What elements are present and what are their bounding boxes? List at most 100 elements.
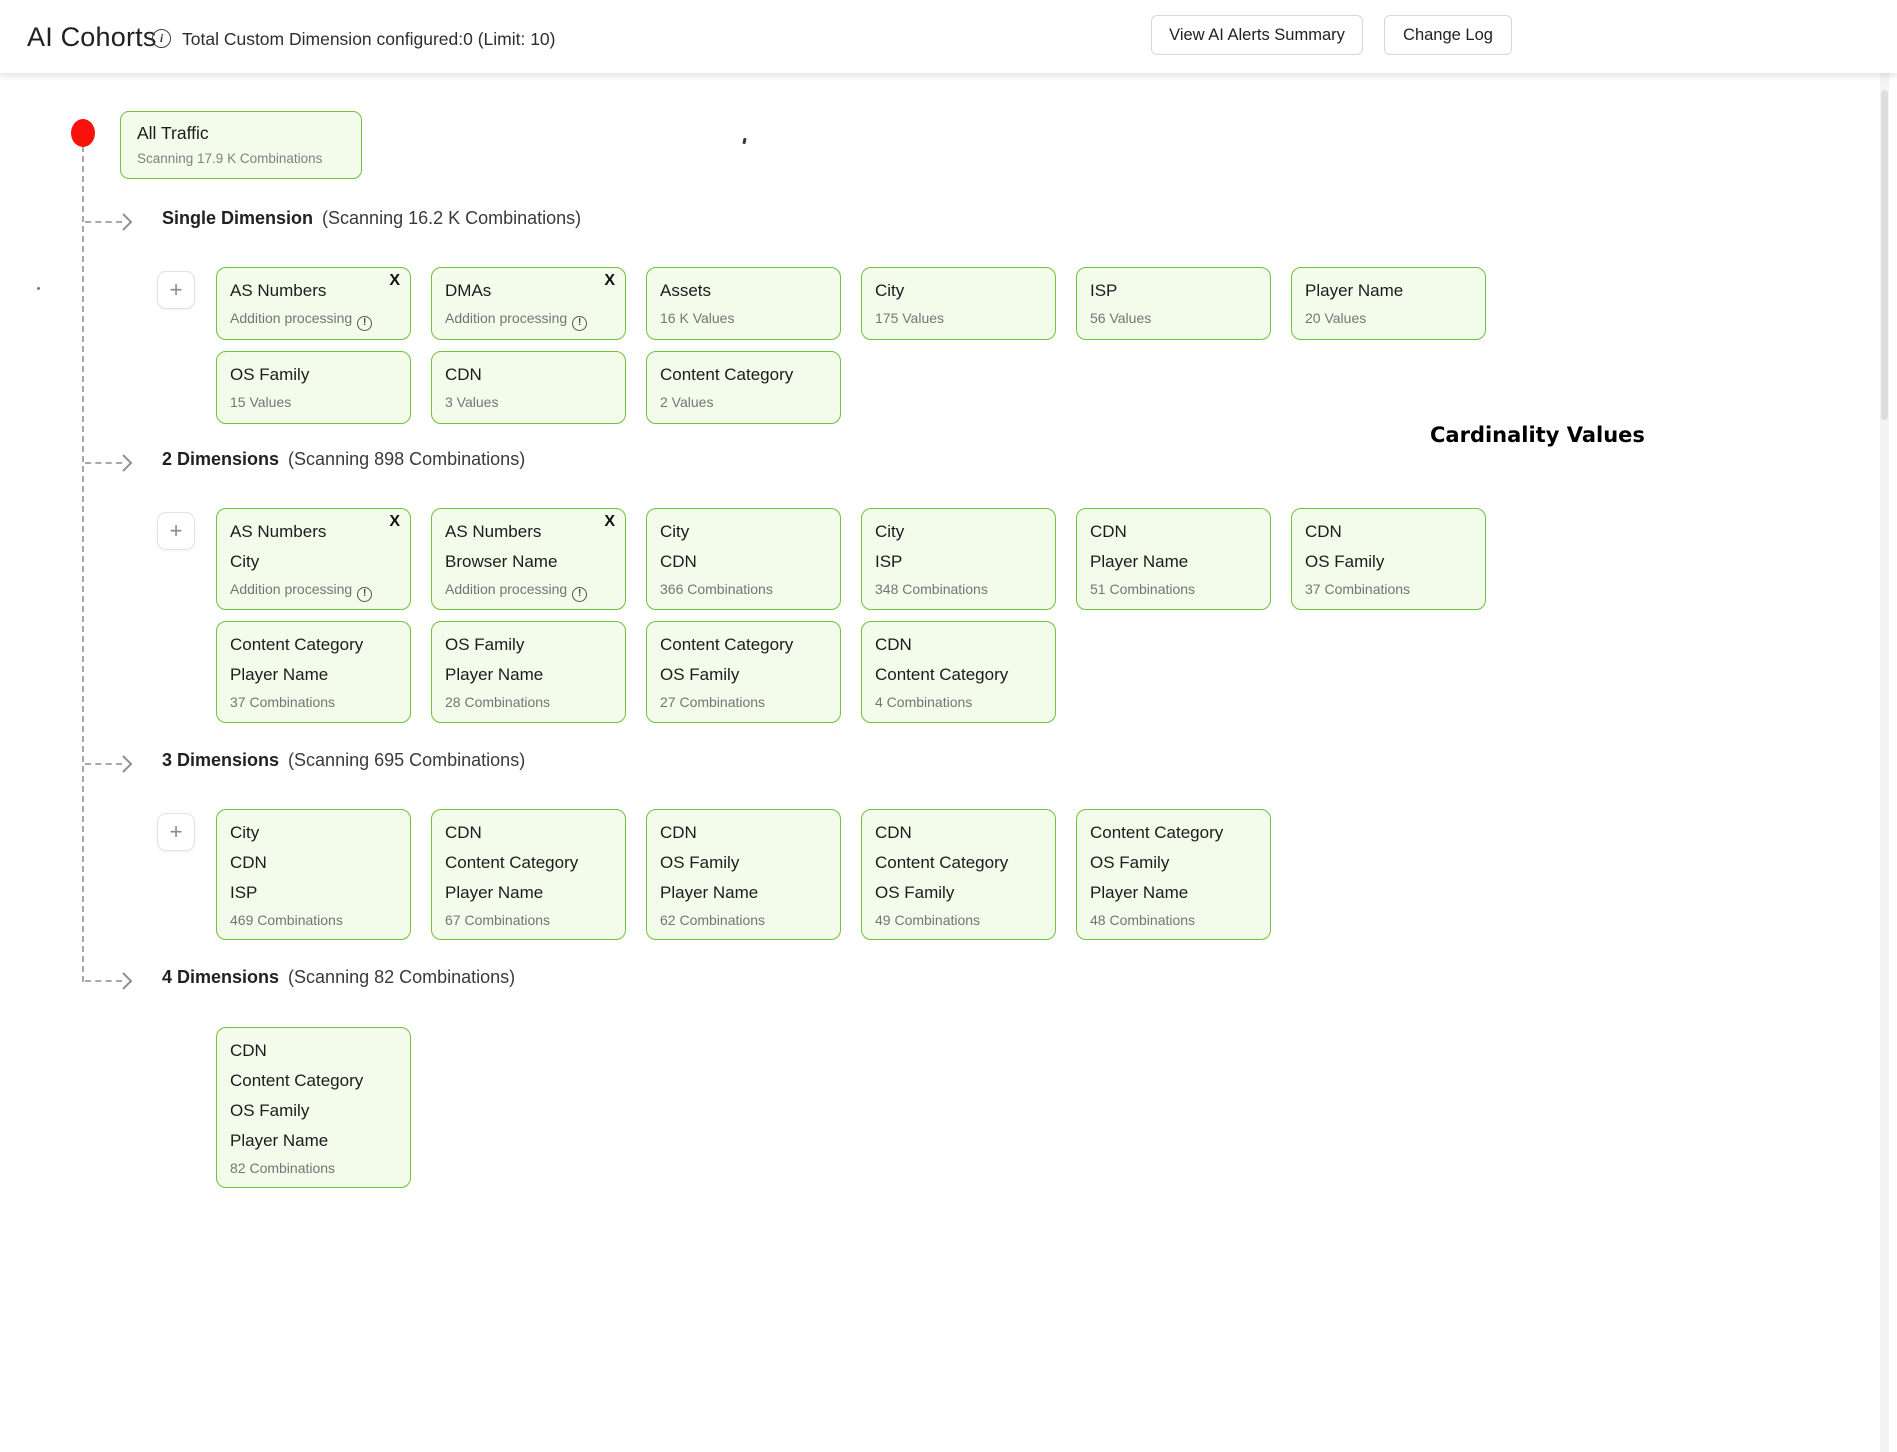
card-count: 2 Values xyxy=(660,394,714,410)
card-dimension: CDN xyxy=(445,823,482,842)
card-dimension: Content Category xyxy=(230,635,364,654)
cohort-card-cdn-content-category[interactable]: CDN Content Category 4 Combinations xyxy=(861,621,1056,723)
scrollbar-track[interactable] xyxy=(1880,73,1889,1452)
cohort-card-os-family[interactable]: OS Family 15 Values xyxy=(216,351,411,424)
card-count: 469 Combinations xyxy=(230,912,343,928)
section-title: 4 Dimensions xyxy=(162,967,280,987)
close-icon[interactable]: X xyxy=(604,513,615,530)
warning-icon[interactable]: ! xyxy=(572,587,588,602)
card-dimension: Player Name xyxy=(660,883,759,902)
close-icon[interactable]: X xyxy=(389,513,400,530)
card-status: Addition processing! xyxy=(230,580,398,602)
card-count: 3 Values xyxy=(445,394,499,410)
change-log-button[interactable]: Change Log xyxy=(1384,15,1512,55)
card-dimension: Player Name xyxy=(230,1131,329,1150)
card-dimension: CDN xyxy=(230,1041,267,1060)
cohort-card-player-name[interactable]: Player Name 20 Values xyxy=(1291,267,1486,340)
cohort-card-content-category-player-name[interactable]: Content Category Player Name 37 Combinatio… xyxy=(216,621,411,723)
cohort-card-os-family-player-name[interactable]: OS Family Player Name 28 Combinations xyxy=(431,621,626,723)
card-count: 67 Combinations xyxy=(445,912,551,928)
cohort-card-as-numbers-city[interactable]: AS Numbers City Addition processing! X xyxy=(216,508,411,610)
stray-mark xyxy=(37,287,40,290)
cohort-card-content-category-os-family[interactable]: Content Category OS Family 27 Combinations xyxy=(646,621,841,723)
cohort-card-city-isp[interactable]: City ISP 348 Combinations xyxy=(861,508,1056,610)
cohort-card-as-numbers[interactable]: AS Numbers Addition processing! X xyxy=(216,267,411,340)
branch-arrow-icon xyxy=(121,971,134,996)
cohort-card-cdn-content-category-os-family[interactable]: CDN Content Category OS Family 49 Combinati… xyxy=(861,809,1056,940)
card-count: 20 Values xyxy=(1305,310,1367,326)
add-dimension-button-single-dimension[interactable]: + xyxy=(157,271,195,309)
card-count: 4 Combinations xyxy=(875,694,973,710)
cohort-card-dmas[interactable]: DMAs Addition processing! X xyxy=(431,267,626,340)
card-dimension: CDN xyxy=(1305,522,1342,541)
card-dimension: Content Category xyxy=(875,853,1009,872)
card-dimension: City xyxy=(230,552,260,571)
cohort-card-as-numbers-browser-name[interactable]: AS Numbers Browser Name Addition processin… xyxy=(431,508,626,610)
view-ai-alerts-summary-button[interactable]: View AI Alerts Summary xyxy=(1151,15,1363,55)
cohort-card-cdn-content-category-player-name[interactable]: CDN Content Category Player Name 67 Combina… xyxy=(431,809,626,940)
close-icon[interactable]: X xyxy=(389,272,400,289)
cohort-card-cdn[interactable]: CDN 3 Values xyxy=(431,351,626,424)
cohort-card-city-cdn[interactable]: City CDN 366 Combinations xyxy=(646,508,841,610)
card-dimension: CDN xyxy=(230,853,267,872)
cohort-card-cdn-os-family[interactable]: CDN OS Family 37 Combinations xyxy=(1291,508,1486,610)
card-dimension: OS Family xyxy=(230,365,310,384)
card-count: 51 Combinations xyxy=(1090,581,1196,597)
cohort-card-cdn-player-name[interactable]: CDN Player Name 51 Combinations xyxy=(1076,508,1271,610)
cohort-card-content-category[interactable]: Content Category 2 Values xyxy=(646,351,841,424)
card-dimension: CDN xyxy=(875,823,912,842)
card-dimension: City xyxy=(660,522,690,541)
cohort-card-cdn-content-category-os-family-player-name[interactable]: CDN Content Category OS Family Player Name 8… xyxy=(216,1027,411,1188)
cohort-card-city-cdn-isp[interactable]: City CDN ISP 469 Combinations xyxy=(216,809,411,940)
all-traffic-node[interactable]: All Traffic Scanning 17.9 K Combinations xyxy=(120,111,362,179)
card-count: 28 Combinations xyxy=(445,694,551,710)
info-icon[interactable]: i xyxy=(152,29,171,48)
branch-connector-line xyxy=(85,763,122,765)
add-dimension-button-3-dimensions[interactable]: + xyxy=(157,813,195,851)
warning-icon[interactable]: ! xyxy=(357,587,373,602)
card-dimension: OS Family xyxy=(1305,552,1385,571)
page-title: AI Cohorts xyxy=(27,22,157,52)
card-grid-4-dimensions: CDN Content Category OS Family Player Name 8… xyxy=(216,1027,1516,1188)
card-dimension: ISP xyxy=(1090,281,1118,300)
card-count: 62 Combinations xyxy=(660,912,766,928)
card-dimension: Content Category xyxy=(445,853,579,872)
card-dimension: OS Family xyxy=(1090,853,1170,872)
card-dimension: Player Name xyxy=(1090,552,1189,571)
section-scanning-count: (Scanning 898 Combinations) xyxy=(288,449,526,469)
card-count: 48 Combinations xyxy=(1090,912,1196,928)
cardinality-values-annotation: Cardinality Values xyxy=(1430,423,1645,447)
branch-arrow-icon xyxy=(121,453,134,478)
cohort-card-content-category-os-family-player-name[interactable]: Content Category OS Family Player Name 48 C… xyxy=(1076,809,1271,940)
cohort-card-assets[interactable]: Assets 16 K Values xyxy=(646,267,841,340)
card-count: 56 Values xyxy=(1090,310,1152,326)
card-dimension: City xyxy=(875,522,905,541)
card-dimension: Player Name xyxy=(445,665,544,684)
close-icon[interactable]: X xyxy=(604,272,615,289)
card-count: 15 Values xyxy=(230,394,292,410)
branch-connector-line xyxy=(85,462,122,464)
section-label-3-dimensions: 3 Dimensions (Scanning 695 Combinations) xyxy=(162,750,525,771)
card-count: 16 K Values xyxy=(660,310,735,326)
section-title: Single Dimension xyxy=(162,208,314,228)
branch-connector-line xyxy=(85,980,122,982)
card-dimension: ISP xyxy=(875,552,903,571)
card-dimension: Content Category xyxy=(875,665,1009,684)
scrollbar-thumb[interactable] xyxy=(1881,90,1888,420)
add-dimension-button-2-dimensions[interactable]: + xyxy=(157,512,195,550)
card-count: 27 Combinations xyxy=(660,694,766,710)
cohort-card-cdn-os-family-player-name[interactable]: CDN OS Family Player Name 62 Combinations xyxy=(646,809,841,940)
card-dimension: Content Category xyxy=(660,635,794,654)
warning-icon[interactable]: ! xyxy=(572,316,588,331)
card-dimension: AS Numbers xyxy=(445,522,542,541)
card-dimension: Content Category xyxy=(660,365,794,384)
cohort-card-city[interactable]: City 175 Values xyxy=(861,267,1056,340)
card-dimension: Player Name xyxy=(230,665,329,684)
warning-icon[interactable]: ! xyxy=(357,316,373,331)
cohort-card-isp[interactable]: ISP 56 Values xyxy=(1076,267,1271,340)
card-count: 49 Combinations xyxy=(875,912,981,928)
card-grid-2-dimensions: AS Numbers City Addition processing! X AS Nu… xyxy=(216,508,1516,723)
card-status: Addition processing! xyxy=(230,309,398,331)
card-dimension: Assets xyxy=(660,281,712,300)
